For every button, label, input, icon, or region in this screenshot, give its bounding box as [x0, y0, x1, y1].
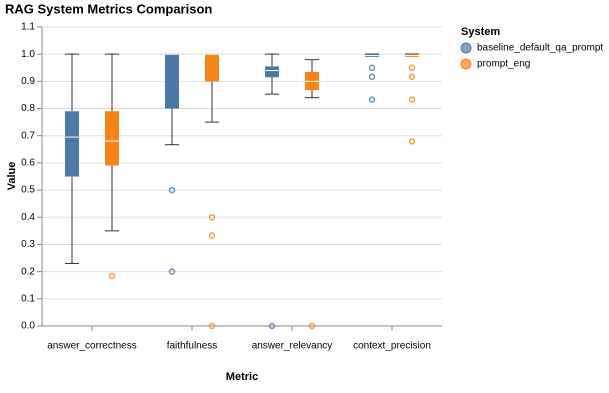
outlier	[208, 214, 216, 221]
outlier	[268, 322, 276, 330]
y-tick-label: 0.0	[21, 321, 35, 332]
y-tick-label: 1.0	[21, 49, 35, 60]
y-tick-label: 0.5	[21, 185, 35, 196]
y-tick-label: 0.4	[21, 212, 35, 223]
box	[105, 111, 119, 166]
y-tick-label: 1.1	[21, 22, 35, 33]
outlier	[408, 96, 416, 103]
outlier	[368, 73, 376, 80]
outlier	[408, 64, 416, 72]
y-tick-label: 0.6	[21, 158, 35, 169]
outlier	[208, 322, 216, 330]
chart-title: RAG System Metrics Comparison	[5, 1, 212, 16]
legend-label: prompt_eng	[477, 59, 530, 70]
y-tick-label: 0.2	[21, 266, 35, 277]
x-axis-title: Metric	[226, 371, 258, 383]
box	[265, 66, 279, 78]
x-tick-label: context_precision	[353, 341, 431, 352]
y-tick-label: 0.9	[21, 76, 35, 87]
outlier	[168, 186, 176, 194]
outlier	[408, 73, 416, 80]
x-tick-label: answer_relevancy	[252, 341, 333, 352]
legend-symbol	[460, 58, 472, 70]
outlier	[168, 268, 176, 275]
outlier	[308, 322, 316, 330]
outlier	[368, 64, 376, 72]
outlier	[208, 232, 216, 239]
box	[205, 54, 219, 82]
legend-symbol	[460, 42, 472, 54]
x-tick-label: answer_correctness	[47, 341, 136, 352]
y-tick-label: 0.3	[21, 239, 35, 250]
y-tick-label: 0.8	[21, 103, 35, 114]
y-tick-label: 0.7	[21, 130, 35, 141]
y-axis-title: Value	[6, 162, 18, 191]
box	[65, 111, 79, 177]
x-tick-label: faithfulness	[167, 341, 218, 352]
outlier	[108, 272, 116, 280]
box	[165, 54, 179, 109]
legend-title: System	[461, 26, 500, 38]
outlier	[408, 138, 416, 145]
y-tick-label: 0.1	[21, 293, 35, 304]
legend-label: baseline_default_qa_prompt	[477, 43, 603, 54]
outlier	[368, 96, 376, 103]
